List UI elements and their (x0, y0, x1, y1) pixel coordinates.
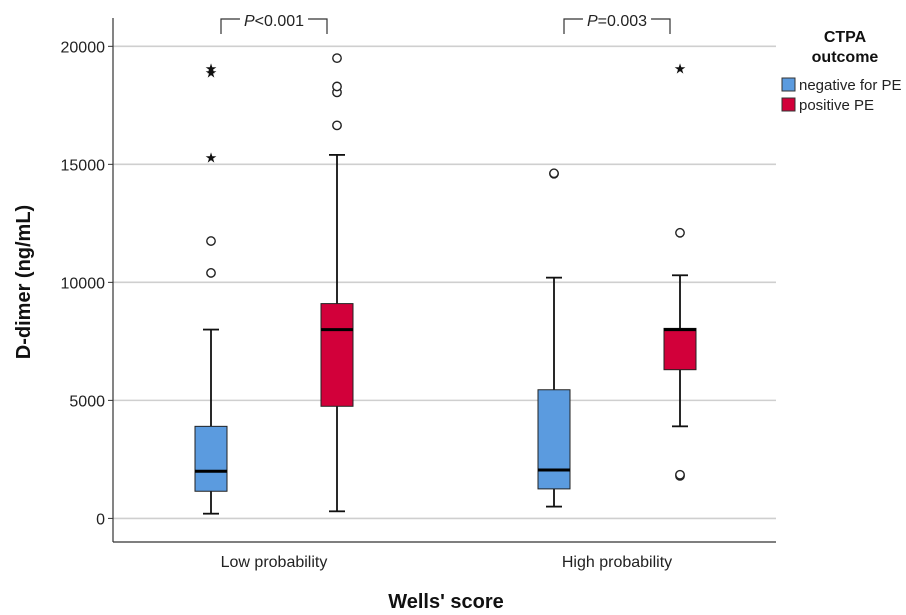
p-symbol: P (244, 13, 255, 30)
box-iqr (194, 425, 228, 492)
y-tick-label-10000: 10000 (61, 275, 106, 292)
legend-swatch-negative (781, 77, 796, 92)
p-symbol: P (587, 13, 598, 30)
x-tick-label-0: Low probability (221, 554, 328, 571)
p-value: =0.003 (598, 13, 647, 30)
bracket-right (308, 18, 328, 34)
outlier-point-2 (332, 81, 342, 92)
y-tick-label-0: 0 (96, 511, 105, 528)
extreme-point-0: ★ (205, 150, 218, 166)
p-value-text-0: P<0.001 (244, 13, 304, 30)
outlier-point-2 (675, 227, 685, 238)
outlier-point-1 (549, 168, 559, 179)
bracket-left (563, 18, 583, 34)
extreme-point-1: ★ (205, 65, 218, 81)
box-iqr (537, 389, 571, 490)
outlier-point-0 (332, 120, 342, 131)
p-value-text-1: P=0.003 (587, 13, 647, 30)
legend-label-negative: negative for PE (799, 77, 902, 94)
legend-title-line1: CTPA (824, 29, 867, 46)
legend: CTPA outcome negative for PE positive PE (781, 29, 902, 114)
grid-lines (113, 45, 776, 520)
boxes: ★★★ ★ (194, 53, 697, 515)
legend-title-line2: outcome (812, 49, 879, 66)
legend-swatch-positive (781, 97, 796, 112)
box-1-0 (320, 53, 354, 513)
p-bracket-1: P=0.003 (563, 13, 671, 34)
p-value: <0.001 (255, 13, 304, 30)
outlier-point-0 (206, 268, 216, 278)
x-tick-label-1: High probability (562, 554, 672, 571)
bracket-left (220, 18, 240, 34)
bracket-right (651, 18, 671, 34)
y-axis-title: D-dimer (ng/mL) (13, 205, 35, 359)
box-0-0: ★★★ (194, 62, 228, 515)
box-iqr (663, 327, 697, 371)
y-tick-label-5000: 5000 (69, 393, 105, 410)
axes: 0 5000 10000 15000 20000 Low probability High … (61, 18, 776, 571)
x-axis-title: Wells' score (388, 591, 504, 613)
outlier-point-3 (332, 53, 342, 64)
extreme-point-0: ★ (674, 62, 687, 78)
box-iqr (320, 303, 354, 407)
y-tick-label-15000: 15000 (61, 157, 106, 174)
p-value-annotations: P<0.001 P=0.003 (220, 13, 671, 34)
outlier-point-1 (206, 236, 216, 246)
p-bracket-0: P<0.001 (220, 13, 328, 34)
legend-label-positive: positive PE (799, 97, 874, 114)
outlier-point-1 (675, 469, 685, 480)
box-0-1 (537, 168, 571, 508)
box-1-1: ★ (663, 62, 697, 481)
extreme-point-2: ★ (205, 62, 218, 78)
y-tick-label-20000: 20000 (61, 39, 106, 56)
